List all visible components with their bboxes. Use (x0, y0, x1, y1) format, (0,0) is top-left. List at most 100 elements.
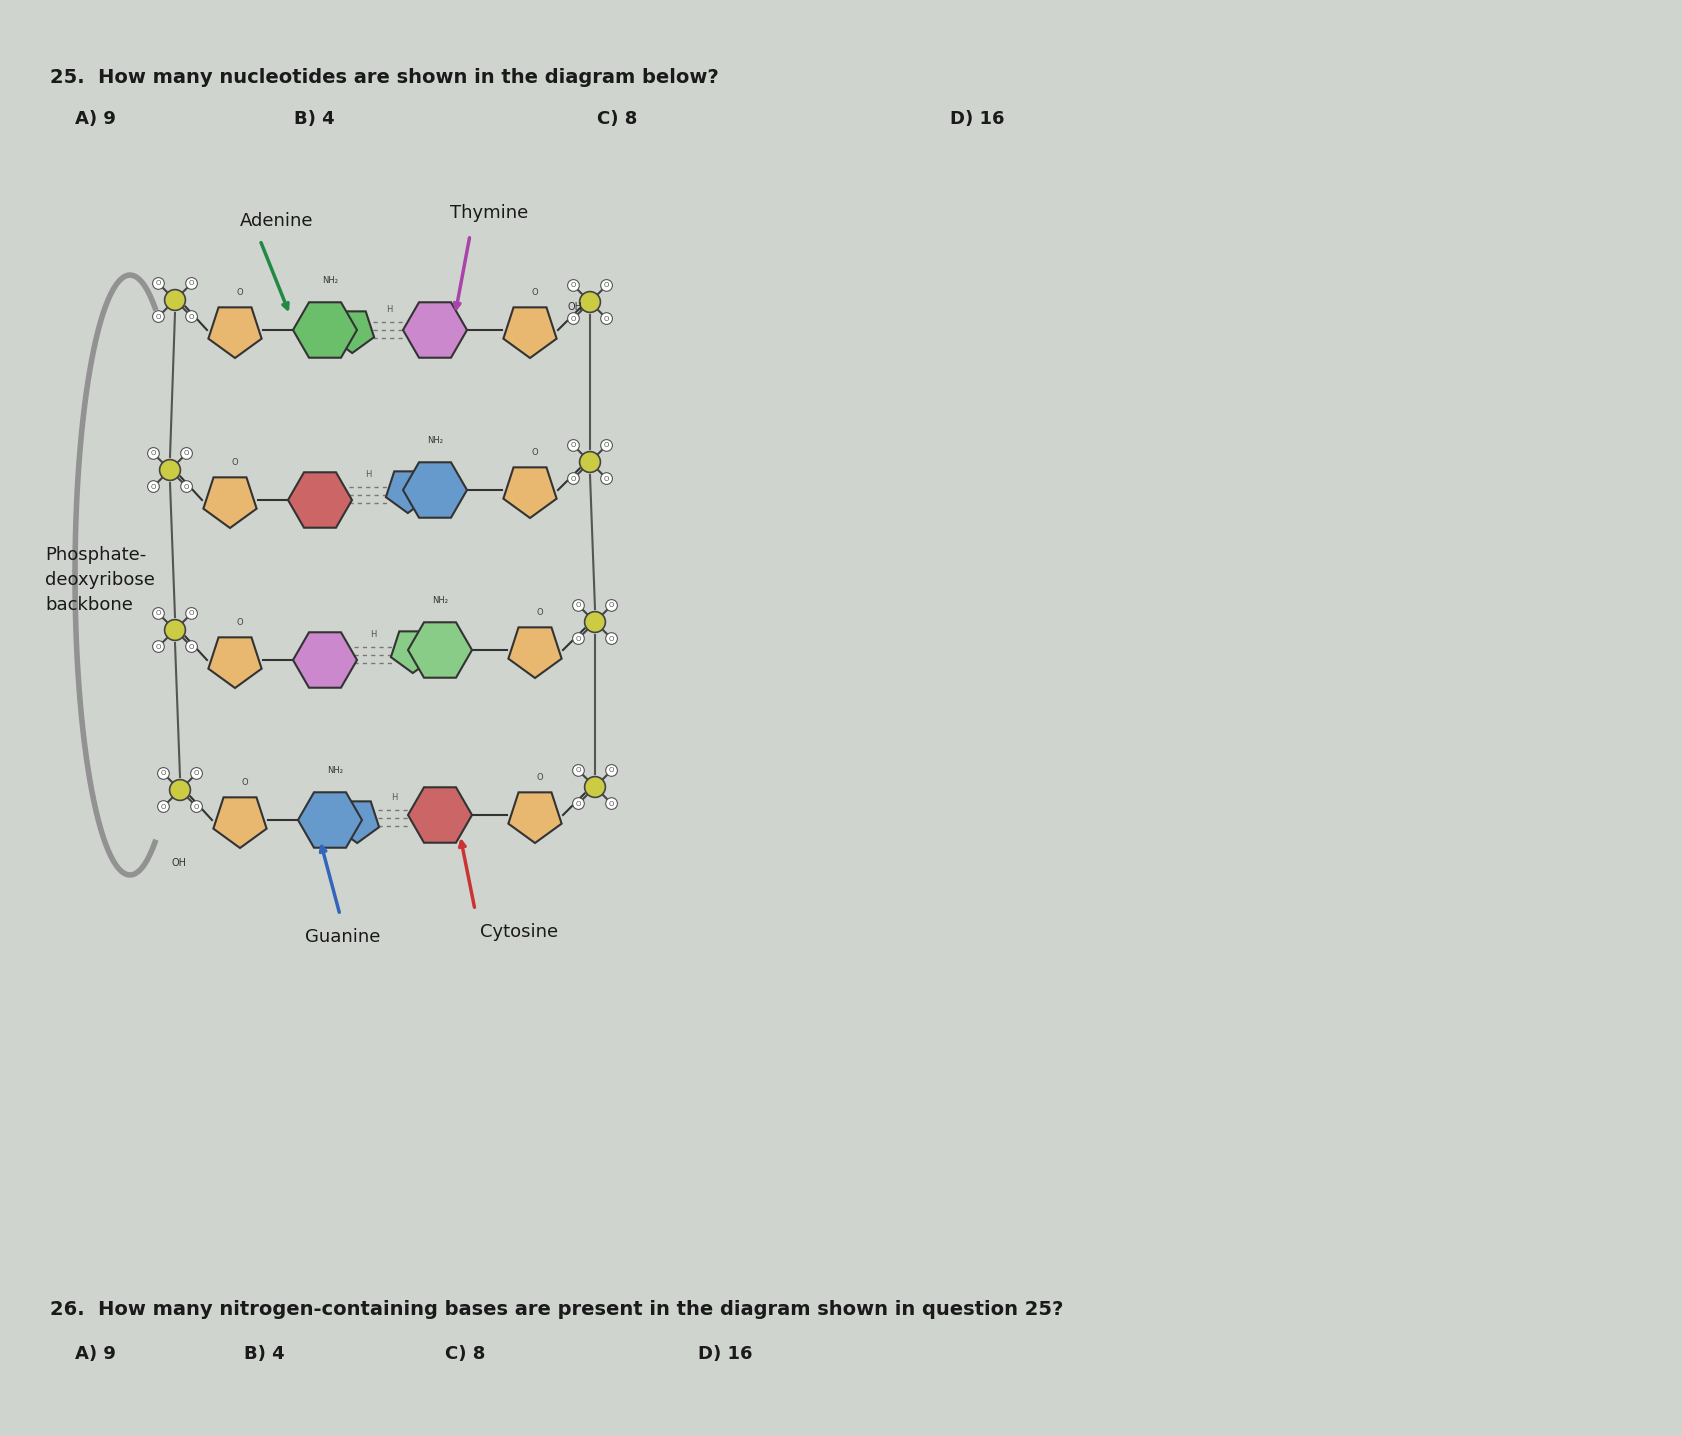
Polygon shape (402, 303, 466, 358)
Circle shape (148, 481, 160, 493)
Circle shape (185, 640, 197, 652)
Circle shape (606, 633, 617, 645)
Text: B) 4: B) 4 (294, 111, 335, 128)
Text: O: O (609, 636, 614, 642)
Circle shape (158, 801, 170, 813)
Text: O: O (570, 475, 575, 481)
Circle shape (606, 600, 617, 612)
Text: O: O (188, 643, 193, 649)
Circle shape (584, 612, 606, 632)
Polygon shape (288, 472, 352, 527)
Circle shape (185, 277, 197, 289)
Text: B) 4: B) 4 (244, 1346, 284, 1363)
Circle shape (600, 280, 612, 292)
Circle shape (567, 439, 579, 451)
Circle shape (600, 313, 612, 325)
Text: Phosphate-
deoxyribose
backbone: Phosphate- deoxyribose backbone (45, 546, 155, 615)
Circle shape (185, 607, 197, 619)
Text: O: O (156, 643, 161, 649)
Text: O: O (604, 283, 609, 289)
Circle shape (579, 451, 600, 472)
Circle shape (170, 780, 190, 800)
Text: O: O (237, 289, 244, 297)
Circle shape (165, 290, 185, 310)
Polygon shape (214, 797, 266, 849)
Text: A) 9: A) 9 (76, 1346, 116, 1363)
Polygon shape (204, 477, 256, 528)
Circle shape (572, 633, 584, 645)
Text: O: O (183, 451, 188, 457)
Circle shape (180, 481, 192, 493)
Text: O: O (575, 800, 580, 807)
Circle shape (185, 310, 197, 323)
Text: O: O (575, 603, 580, 609)
Text: Adenine: Adenine (241, 213, 313, 230)
Text: NH₂: NH₂ (326, 765, 343, 775)
Text: NH₂: NH₂ (427, 437, 442, 445)
Text: Cytosine: Cytosine (479, 923, 558, 941)
Circle shape (600, 472, 612, 484)
Circle shape (606, 764, 617, 777)
Text: O: O (188, 610, 193, 616)
Text: Guanine: Guanine (304, 928, 380, 946)
Polygon shape (402, 462, 466, 518)
Text: O: O (537, 773, 543, 783)
Text: O: O (193, 771, 198, 777)
Text: O: O (151, 484, 156, 490)
Circle shape (190, 801, 202, 813)
Circle shape (153, 310, 165, 323)
Circle shape (567, 472, 579, 484)
Polygon shape (298, 793, 362, 847)
Text: O: O (183, 484, 188, 490)
Text: H: H (390, 793, 397, 801)
Text: OH: OH (172, 857, 187, 867)
Polygon shape (503, 307, 557, 358)
Circle shape (165, 619, 185, 640)
Text: O: O (156, 610, 161, 616)
Text: O: O (604, 442, 609, 448)
Text: O: O (232, 458, 239, 467)
Text: NH₂: NH₂ (321, 276, 338, 284)
Text: O: O (575, 767, 580, 774)
Polygon shape (209, 638, 261, 688)
Text: C) 8: C) 8 (444, 1346, 484, 1363)
Circle shape (572, 764, 584, 777)
Text: O: O (532, 289, 538, 297)
Text: OH: OH (567, 302, 582, 312)
Circle shape (153, 277, 165, 289)
Circle shape (567, 313, 579, 325)
Polygon shape (330, 312, 373, 353)
Polygon shape (209, 307, 261, 358)
Text: O: O (537, 607, 543, 617)
Text: H: H (385, 304, 392, 314)
Polygon shape (293, 632, 357, 688)
Polygon shape (293, 303, 357, 358)
Text: O: O (237, 617, 244, 628)
Text: O: O (609, 767, 614, 774)
Text: O: O (161, 804, 167, 810)
Circle shape (606, 797, 617, 810)
Circle shape (190, 768, 202, 780)
Circle shape (148, 448, 160, 460)
Text: O: O (604, 316, 609, 322)
Polygon shape (508, 793, 562, 843)
Polygon shape (508, 628, 562, 678)
Text: O: O (609, 800, 614, 807)
Polygon shape (407, 787, 471, 843)
Circle shape (180, 448, 192, 460)
Text: 26.  How many nitrogen-containing bases are present in the diagram shown in ques: 26. How many nitrogen-containing bases a… (50, 1300, 1063, 1320)
Circle shape (600, 439, 612, 451)
Text: O: O (609, 603, 614, 609)
Text: H: H (370, 630, 377, 639)
Circle shape (153, 607, 165, 619)
Circle shape (158, 768, 170, 780)
Text: O: O (188, 313, 193, 320)
Text: O: O (570, 283, 575, 289)
Text: 25.  How many nucleotides are shown in the diagram below?: 25. How many nucleotides are shown in th… (50, 67, 718, 88)
Text: A) 9: A) 9 (76, 111, 116, 128)
Polygon shape (385, 471, 429, 513)
Circle shape (160, 460, 180, 481)
Polygon shape (335, 801, 378, 843)
Polygon shape (407, 622, 471, 678)
Circle shape (584, 777, 606, 797)
